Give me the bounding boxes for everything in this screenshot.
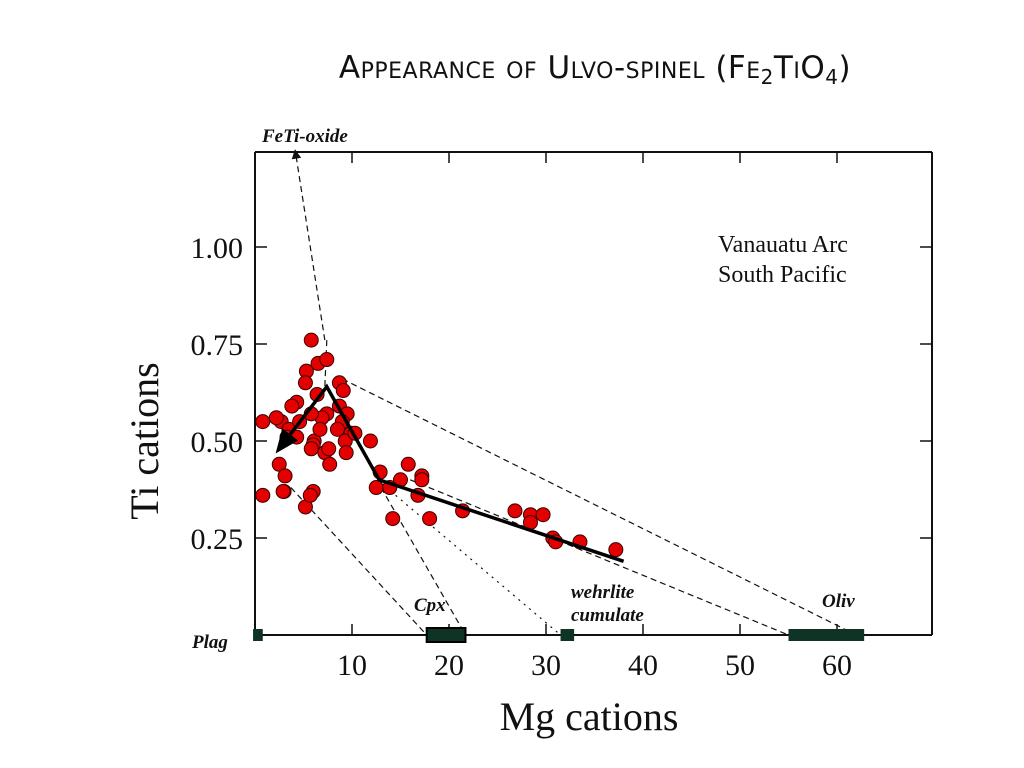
plot-frame [254, 151, 933, 636]
data-point [385, 511, 401, 527]
x-tick-label: 10 [337, 649, 367, 682]
data-point [322, 456, 338, 472]
x-tick-label: 60 [822, 649, 852, 682]
x-tick-label: 50 [725, 649, 755, 682]
cpx-label: Cpx [414, 595, 446, 616]
title-text-mid: TiO [773, 50, 826, 86]
x-axis-title: Mg cations [500, 694, 679, 739]
y-tick-label: 0.25 [191, 523, 244, 556]
title-subscript-4: 4 [825, 65, 839, 89]
wehrlite-label: wehrlite [571, 582, 635, 603]
data-point [362, 433, 378, 449]
plag-bar [253, 629, 263, 641]
feti-oxide-label: FeTi-oxide [261, 126, 348, 147]
x-tick-label: 20 [434, 649, 464, 682]
data-point [335, 383, 351, 399]
data-point [400, 456, 416, 472]
mineral-bars [253, 627, 865, 643]
chart-title: Appearance of Ulvo-spinel (Fe2TiO4) [0, 50, 1024, 89]
location-label-line1: Vanauatu Arc [718, 232, 848, 258]
data-point [255, 414, 271, 430]
data-point [277, 468, 293, 484]
data-point [303, 441, 319, 457]
data-point [268, 410, 284, 426]
dashed-tie-line [409, 479, 789, 636]
title-text-end: ) [838, 50, 852, 86]
x-tick-label: 40 [628, 649, 658, 682]
data-point [303, 332, 319, 348]
data-point [312, 421, 328, 437]
trend-line [277, 383, 625, 563]
data-point [329, 421, 345, 437]
data-point [284, 398, 300, 414]
cumulate-label: cumulate [571, 605, 644, 626]
oliv-label: Oliv [822, 591, 855, 612]
y-tick-label: 0.50 [191, 426, 244, 459]
data-point [255, 487, 271, 503]
data-points [255, 332, 624, 558]
y-tick-label: 1.00 [191, 232, 244, 265]
dashed-tie-line [380, 487, 467, 636]
data-point [368, 480, 384, 496]
data-point [275, 483, 291, 499]
tie-lines [290, 149, 857, 636]
plag-label: Plag [191, 632, 228, 653]
data-point [338, 445, 354, 461]
axis-ticks: 10 20 30 40 50 60 0.25 0.50 0.75 1.00 [191, 152, 932, 682]
location-label-line2: South Pacific [718, 262, 847, 288]
data-point [321, 441, 337, 457]
data-point [302, 487, 318, 503]
oliv-bar [788, 629, 865, 641]
trend-line-group [275, 383, 625, 563]
data-point [507, 503, 523, 519]
wehrlite-cumulate-bar [560, 629, 575, 641]
dashed-tie-line [342, 378, 857, 636]
data-point [608, 542, 624, 558]
data-point [297, 375, 313, 391]
x-tick-label: 30 [531, 649, 561, 682]
y-tick-label: 0.75 [191, 329, 244, 362]
data-point [319, 352, 335, 368]
trend-arrowhead [275, 428, 299, 454]
data-point [535, 507, 551, 523]
y-axis-title: Ti cations [122, 362, 167, 519]
title-subscript-2: 2 [760, 65, 774, 89]
data-point [414, 472, 430, 488]
cpx-bar [425, 627, 467, 643]
data-point [422, 511, 438, 527]
dashed-tie-line [290, 487, 428, 636]
title-text: Appearance of Ulvo-spinel (Fe [338, 50, 761, 86]
dashed-tie-line [291, 149, 326, 341]
